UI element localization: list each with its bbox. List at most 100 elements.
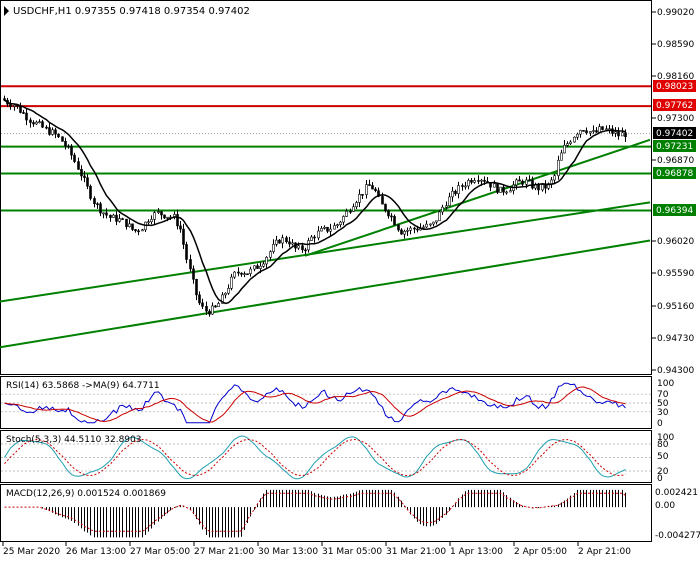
symbol-header-text: USDCHF,H1 0.97355 0.97418 0.97354 0.9740… [13,6,250,17]
candle-body [499,186,502,193]
candle-body [480,179,483,182]
rsi-tick: 50 [657,399,669,409]
candle-body [509,190,512,193]
candle-body [272,243,275,252]
time-label: 31 Mar 05:00 [322,547,382,557]
candle-body [45,126,48,129]
candle-body [83,175,86,178]
candle-body [118,218,121,222]
candle-body [537,184,540,191]
candle-body [461,185,464,187]
ma-line [4,99,626,305]
candle-body [131,223,134,230]
candle-body [432,221,435,225]
candle-body [253,265,256,270]
candle-body [617,131,620,137]
candle-body [441,206,444,213]
candle-body [96,203,99,206]
candle-body [601,126,604,130]
collapse-triangle-icon [4,6,9,16]
candle-body [105,212,108,216]
candle-body [493,183,496,188]
time-label: 27 Mar 05:00 [130,547,190,557]
candle-body [297,245,300,249]
candle-body [326,226,329,232]
candle-body [451,190,454,198]
price-tag-current [653,127,696,139]
candle-body [454,190,457,195]
price-tick: 0.96020 [657,237,694,247]
price-tick: 0.95160 [657,302,694,312]
main-panel-frame [0,0,652,375]
candle-body [345,210,348,217]
candle-body [291,242,294,245]
candle-body [477,180,480,182]
rsi-tick: 30 [657,408,669,418]
candle-body [80,168,83,177]
candle-body [99,203,102,214]
rsi-tick: 0 [657,419,663,429]
candle-body [285,237,288,243]
candle-body [365,184,368,195]
price-tag-s3 [653,204,696,216]
candle-body [57,133,60,138]
candle-body [19,105,22,113]
candle-body [595,130,598,133]
candle-body [310,236,313,241]
candle-body [35,121,38,125]
candle-body [137,230,140,233]
candle-body [573,136,576,143]
candle-body [77,161,80,170]
price-tick: 0.94300 [657,366,694,376]
candle-body [403,230,406,235]
price-tag-s1 [653,140,696,152]
candle-body [262,263,265,267]
stoch-tick: 80 [657,440,669,450]
candle-body [592,130,595,132]
rsi-line [4,382,626,424]
price-tag-r2-text: 0.97762 [656,101,693,111]
candle-body [230,276,233,289]
price-tick: 0.96870 [657,156,694,166]
price-tick: 0.98160 [657,72,694,82]
candle-body [371,185,374,190]
candle-body [166,216,169,219]
candle-body [227,288,230,294]
candle-body [563,144,566,154]
candle-body [233,271,236,278]
candle-body [41,121,44,128]
candle-body [400,229,403,235]
macd-tick: 0.002421 [655,488,698,498]
time-axis: 25 Mar 2020 26 Mar 13:00 27 Mar 05:00 27… [2,542,631,557]
candle-body [339,221,342,225]
rsi-panel-frame [0,376,652,429]
trend-line [0,201,651,303]
candle-body [569,141,572,144]
candle-body [384,203,387,212]
candle-body [150,219,153,223]
price-tick: 0.97300 [657,114,694,124]
moving-average [4,99,626,305]
candle-body [217,303,220,307]
candle-body [176,214,179,227]
candle-body [185,244,188,260]
candle-body [61,136,64,142]
candle-body [464,185,467,188]
macd-signal-line [4,492,626,532]
candle-body [51,129,54,135]
trend-lines [0,138,651,349]
candle-body [624,132,627,138]
stoch-tick: 100 [657,433,674,443]
candle-body [317,230,320,239]
candle-body [259,265,262,269]
candle-body [115,214,118,222]
price-tick: 0.98590 [657,40,694,50]
candle-body [278,239,281,244]
candle-body [269,251,272,258]
candle-body [307,240,310,251]
candle-body [425,223,428,228]
candle-body [179,225,182,230]
candle-body [467,180,470,187]
candle-body [333,225,336,230]
